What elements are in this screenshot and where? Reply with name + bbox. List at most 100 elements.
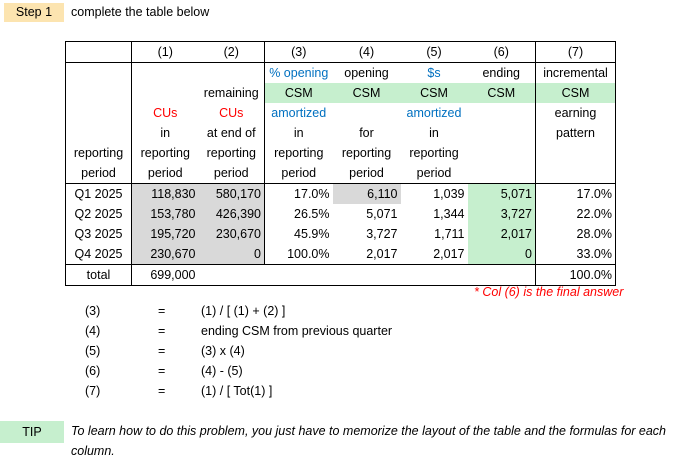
formula-expression: (1) / [ Tot(1) ] (201, 384, 273, 398)
total-row: total 699,000 100.0% (65, 264, 616, 286)
header-cell-reporting: reporting (131, 143, 199, 163)
step-instruction: complete the table below (71, 5, 210, 19)
formula-expression: (1) / [ (1) + (2) ] (201, 304, 286, 318)
cell-earning-pattern: 28.0% (535, 224, 616, 244)
cell-opening-csm: 2,017 (332, 244, 401, 265)
header-cell-reporting: reporting (409, 146, 459, 160)
header-cell (535, 143, 616, 163)
cell-cus-in-period: 118,830 (131, 183, 199, 204)
header-cell (65, 41, 132, 63)
period-cell: Q1 2025 (65, 183, 132, 204)
cell-pct-amortized: 17.0% (264, 183, 333, 204)
header-cell (65, 62, 132, 83)
header-cell (468, 143, 536, 163)
header-cell-period: period (213, 166, 249, 180)
cell-opening-csm: 5,071 (366, 207, 398, 221)
cell-cus-in-period: 230,670 (131, 244, 199, 265)
header-cell-pattern: pattern (535, 123, 616, 143)
header-row: in at end of in for in pattern (65, 123, 616, 143)
header-cell (468, 123, 536, 143)
cell-csm-amortized: 1,711 (434, 227, 465, 241)
cell-ending-csm: 3,727 (467, 204, 536, 224)
period-cell: Q2 2025 (65, 204, 132, 224)
cell-earning-pattern: 17.0% (535, 183, 616, 204)
header-cell (131, 62, 199, 83)
header-cell-csm: CSM (264, 83, 333, 103)
formula-expression: (3) x (4) (201, 344, 245, 358)
header-cell (65, 103, 132, 123)
formula-expression: ending CSM from previous quarter (201, 324, 393, 338)
header-cell-remaining: remaining (203, 86, 259, 100)
cell-cus-remaining: 580,170 (198, 183, 265, 204)
col-number-4: (4) (332, 41, 401, 63)
total-cus: 699,000 (131, 264, 199, 286)
header-row: period period period period period perio… (65, 163, 616, 184)
header-cell-reporting: reporting (264, 143, 333, 163)
cell-cus-remaining: 0 (198, 244, 265, 265)
header-cell-ending: ending (467, 62, 536, 83)
header-cell-period: period (264, 163, 333, 184)
col-number-6: (6) (467, 41, 536, 63)
col-number-3: (3) (264, 41, 333, 63)
cell-cus-remaining: 426,390 (198, 204, 265, 224)
cell-cus-in-period: 153,780 (131, 204, 199, 224)
header-cell-csm: CSM (467, 83, 536, 103)
header-cell-in: in (264, 123, 333, 143)
table-row: Q4 2025 230,670 0 100.0% 2,017 2,017 0 3… (65, 244, 616, 265)
header-cell (65, 123, 132, 143)
total-cell (400, 264, 468, 286)
header-row: CUs CUs amortized amortized earning (65, 103, 616, 123)
formula-list: (3) = (1) / [ (1) + (2) ] (4) = ending C… (85, 301, 485, 401)
header-cell-amortized: amortized (406, 106, 462, 120)
cell-earning-pattern: 22.0% (535, 204, 616, 224)
cell-ending-csm: 0 (467, 244, 536, 265)
total-label: total (65, 264, 132, 286)
header-cell-amortized: amortized (264, 103, 333, 123)
header-cell-incremental: incremental (535, 62, 616, 83)
total-cell (264, 264, 333, 286)
header-cell-for: for (359, 126, 374, 140)
header-cell-reporting: reporting (206, 146, 256, 160)
header-row: remaining CSM CSM CSM CSM CSM (65, 83, 616, 103)
header-cell-period: period (416, 166, 452, 180)
header-cell-period: period (131, 163, 199, 184)
formula-column: (6) (85, 364, 101, 378)
table-row: Q3 2025 195,720 230,670 45.9% 3,727 1,71… (65, 224, 616, 244)
formula-equals: = (158, 304, 166, 318)
cell-csm-amortized: 1,039 (400, 183, 468, 204)
header-cell-earning: earning (535, 103, 616, 123)
cell-opening-csm: 6,110 (332, 183, 401, 204)
csm-table: (1) (2) (3) (4) (5) (6) (7) % opening op… (65, 41, 616, 286)
header-cell-cus: CUs (219, 106, 244, 120)
formula-row: (4) = ending CSM from previous quarter (85, 321, 485, 341)
cell-csm-amortized: 2,017 (400, 244, 468, 265)
header-cell (535, 163, 616, 184)
cell-ending-csm: 2,017 (467, 224, 536, 244)
total-cell (332, 264, 401, 286)
cell-pct-amortized: 100.0% (264, 244, 333, 265)
total-cell (467, 264, 536, 286)
formula-equals: = (158, 324, 166, 338)
period-cell: Q3 2025 (65, 224, 132, 244)
header-cell (468, 103, 536, 123)
cell-earning-pattern: 33.0% (535, 244, 616, 265)
header-cell-at-end-of: at end of (206, 126, 256, 140)
total-earning-pattern: 100.0% (535, 264, 616, 286)
formula-column: (3) (85, 304, 101, 318)
formula-equals: = (158, 384, 166, 398)
header-cell-reporting: reporting (65, 143, 132, 163)
header-cell (65, 83, 132, 103)
header-cell-csm: CSM (535, 83, 616, 103)
header-cell-period: period (65, 163, 132, 184)
header-row: % opening opening $s ending incremental (65, 62, 616, 83)
formula-row: (5) = (3) x (4) (85, 341, 485, 361)
header-cell-dollars: $s (400, 62, 468, 83)
formula-equals: = (158, 364, 166, 378)
header-cell (131, 83, 199, 103)
formula-row: (6) = (4) - (5) (85, 361, 485, 381)
header-row-col-numbers: (1) (2) (3) (4) (5) (6) (7) (65, 41, 616, 63)
header-cell-csm: CSM (332, 83, 401, 103)
formula-column: (4) (85, 324, 101, 338)
cell-cus-remaining: 230,670 (198, 224, 265, 244)
tip-badge: TIP (0, 421, 64, 443)
